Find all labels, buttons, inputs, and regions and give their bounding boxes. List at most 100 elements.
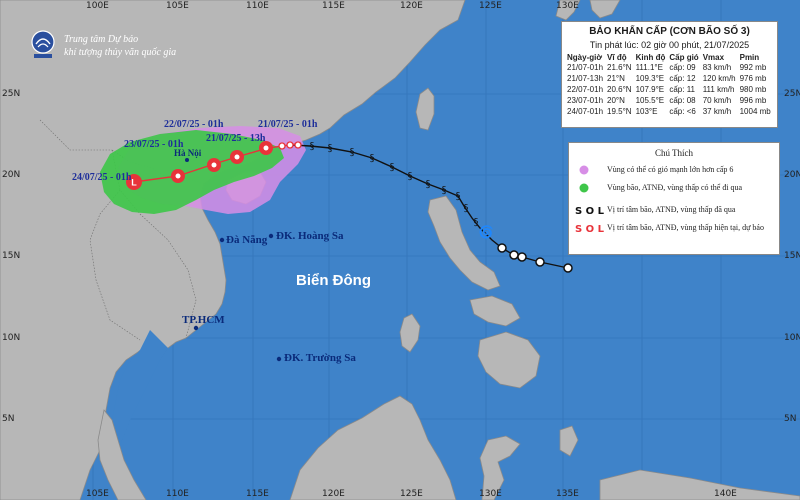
halmahera-island — [559, 425, 579, 457]
svg-text:§: § — [456, 191, 461, 202]
table-cell: cấp: <6 — [669, 107, 696, 116]
table-cell: cấp: 12 — [669, 74, 696, 83]
lon-bottom-label: 105E — [86, 489, 109, 499]
forecast-table: Ngày-giờ Vĩ độ Kinh độ Cấp gió Vmax Pmin… — [565, 53, 773, 117]
table-cell: 22/07-01h — [567, 85, 604, 94]
bulletin-title: BẢO KHẨN CẤP (CƠN BÃO SỐ 3) — [589, 26, 750, 37]
col-header: Vĩ độ — [607, 53, 627, 62]
table-row: 21/07-01h 21.6°N 111.1°E cấp: 09 83 km/h… — [565, 62, 773, 73]
forecast-track-points — [278, 141, 302, 150]
table-cell: 976 mb — [739, 74, 767, 83]
forecast-storm-1-icon — [259, 141, 273, 155]
table-cell: 21/07-13h — [567, 74, 604, 83]
hanoi-label: Hà Nội — [174, 148, 202, 158]
col-header: Ngày-giờ — [567, 53, 603, 62]
table-cell: 20.6°N — [607, 85, 632, 94]
table-cell: 103°E — [635, 107, 658, 116]
lon-bottom-label: 135E — [556, 489, 579, 499]
legend-item-label: Vị trí tâm bão, ATNĐ, vùng thấp hiện tại… — [607, 223, 764, 232]
forecast-time-label: 21/07/25 - 01h — [258, 119, 318, 130]
table-cell: 111 km/h — [702, 85, 735, 94]
table-cell: 105.5°E — [635, 96, 665, 105]
lon-top-label: 105E — [166, 1, 189, 11]
forecast-time-label: 23/07/25 - 01h — [124, 139, 184, 150]
svg-text:§: § — [370, 153, 375, 164]
table-cell: 1004 mb — [739, 107, 771, 116]
lon-top-label: 130E — [556, 1, 579, 11]
lon-top-label: 100E — [86, 1, 109, 11]
borneo-island — [289, 395, 457, 500]
forecast-depression-icon — [171, 169, 185, 183]
table-cell: 21/07-01h — [567, 63, 604, 72]
legend-symbols-past: S O L — [575, 206, 605, 216]
svg-text:§: § — [328, 143, 333, 154]
svg-text:§: § — [464, 203, 469, 214]
tphcm-marker — [193, 325, 199, 331]
col-header: Vmax — [702, 53, 725, 62]
table-cell: 21°N — [607, 74, 625, 83]
forecast-storm-3-icon — [207, 158, 221, 172]
lon-bottom-label: 120E — [322, 489, 345, 499]
table-cell: 70 km/h — [702, 96, 732, 105]
purple-circle-icon — [579, 165, 589, 175]
col-header: Kinh độ — [635, 53, 666, 62]
table-cell: cấp: 08 — [669, 96, 696, 105]
forecast-time-label: 24/07/25 - 01h — [72, 172, 132, 183]
sulawesi-island — [479, 435, 521, 500]
lat-right-label: 15N — [784, 251, 800, 261]
forecast-time-label: 22/07/25 - 01h — [164, 119, 224, 130]
table-cell: 992 mb — [739, 63, 767, 72]
lat-right-label: 10N — [784, 333, 800, 343]
taiwan-island — [415, 87, 435, 131]
svg-text:L: L — [131, 177, 137, 187]
new-guinea-edge — [599, 469, 800, 500]
danang-label: Đà Nẵng — [226, 234, 268, 246]
svg-text:§: § — [426, 179, 431, 190]
lon-top-label: 110E — [246, 1, 269, 11]
agency-name-line1: Trung tâm Dự báo — [64, 34, 139, 45]
mindanao-island — [477, 331, 541, 389]
lat-left-label: 25N — [2, 89, 21, 99]
lat-left-label: 5N — [2, 414, 15, 424]
table-cell: 109.3°E — [635, 74, 665, 83]
lat-right-label: 25N — [784, 89, 800, 99]
legend-item-label: Vùng có thể có gió mạnh lớn hơn cấp 6 — [607, 165, 734, 174]
svg-text:§: § — [390, 162, 395, 173]
table-cell: 980 mb — [739, 85, 767, 94]
sea-name-label: Biển Đông — [296, 272, 371, 289]
legend-item-label: Vùng bão, ATNĐ, vùng thấp có thể đi qua — [607, 183, 743, 192]
hoangsa-label: ĐK. Hoàng Sa — [276, 230, 344, 242]
green-circle-icon — [579, 183, 589, 193]
table-row: 24/07-01h 19.5°N 103°E cấp: <6 37 km/h 1… — [565, 106, 773, 117]
table-cell: 23/07-01h — [567, 96, 604, 105]
svg-text:§: § — [442, 185, 447, 196]
lat-left-label: 10N — [2, 333, 21, 343]
svg-text:🌀: 🌀 — [479, 224, 494, 239]
table-cell: cấp: 09 — [669, 63, 696, 72]
hanoi-marker — [185, 158, 189, 162]
past-storm-symbols-icon: S O L — [575, 206, 605, 216]
table-cell: 20°N — [607, 96, 625, 105]
table-cell: 111.1°E — [635, 63, 663, 72]
truongsa-marker — [276, 356, 282, 362]
legend-title: Chú Thích — [654, 148, 694, 158]
table-cell: 21.6°N — [607, 63, 632, 72]
japan-islands — [555, 0, 581, 21]
table-row: 21/07-13h 21°N 109.3°E cấp: 12 120 km/h … — [565, 73, 773, 84]
lon-top-label: 125E — [479, 1, 502, 11]
kyushu-island — [589, 0, 621, 19]
table-row: 23/07-01h 20°N 105.5°E cấp: 08 70 km/h 9… — [565, 95, 773, 106]
table-cell: 37 km/h — [702, 107, 732, 116]
table-cell: 107.9°E — [635, 85, 665, 94]
lon-bottom-label: 110E — [166, 489, 189, 499]
hoangsa-marker — [268, 233, 274, 239]
forecast-time-label: 21/07/25 - 13h — [206, 133, 266, 144]
col-header: Pmin — [739, 53, 760, 62]
table-cell: 24/07-01h — [567, 107, 604, 116]
forecast-storm-2-icon — [230, 150, 244, 164]
visayas-islands — [469, 295, 521, 327]
table-cell: 996 mb — [739, 96, 767, 105]
past-storm-symbols: § § § § § § § § § § § — [310, 141, 479, 228]
col-header: Cấp gió — [669, 53, 699, 62]
